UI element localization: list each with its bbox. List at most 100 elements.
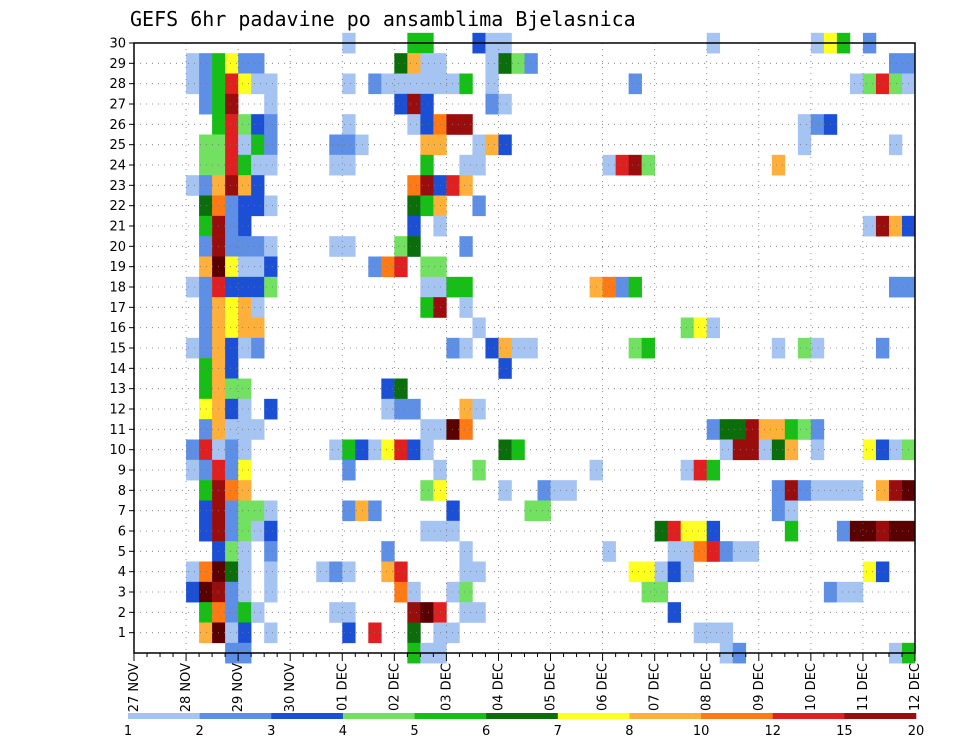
heatmap-cell <box>628 73 642 95</box>
heatmap-cell <box>264 134 278 156</box>
colorbar-swatch <box>128 713 200 719</box>
heatmap-cell <box>628 337 642 359</box>
heatmap-cell <box>199 459 213 481</box>
heatmap-cell <box>238 378 252 400</box>
heatmap-cell <box>784 419 799 440</box>
heatmap-cell <box>602 154 616 176</box>
heatmap-cell <box>264 520 278 542</box>
heatmap-cell <box>706 419 721 440</box>
heatmap-cell <box>342 459 356 481</box>
heatmap-cell <box>420 73 434 95</box>
heatmap-cell <box>498 439 512 461</box>
heatmap-cell <box>420 256 434 278</box>
colorbar-swatch <box>271 713 344 719</box>
heatmap-cell <box>810 480 825 501</box>
heatmap-cell <box>238 500 252 522</box>
heatmap-cell <box>615 276 629 298</box>
heatmap-cell <box>407 439 421 461</box>
heatmap-cell <box>199 561 213 583</box>
heatmap-cell <box>342 439 356 461</box>
heatmap-cell <box>459 561 473 583</box>
heatmap-cell <box>329 154 343 176</box>
heatmap-cell <box>420 419 434 440</box>
heatmap-cell <box>472 154 486 176</box>
heatmap-cell <box>641 581 655 603</box>
heatmap-cell <box>407 195 421 217</box>
heatmap-cell <box>888 480 903 501</box>
heatmap-cell <box>251 297 265 318</box>
y-tick-label: 9 <box>118 464 126 479</box>
heatmap-cell <box>836 520 851 542</box>
heatmap-cell <box>225 520 239 542</box>
x-tick-label: 27 NOV <box>127 663 142 712</box>
heatmap-cell <box>238 73 252 95</box>
heatmap-cell <box>407 215 421 237</box>
heatmap-cell <box>238 154 252 176</box>
heatmap-cell <box>199 398 213 420</box>
heatmap-cell <box>251 134 265 156</box>
y-tick-label: 18 <box>109 281 126 296</box>
heatmap-cell <box>459 114 473 135</box>
heatmap-cell <box>472 317 486 339</box>
heatmap-cell <box>797 480 812 501</box>
colorbar-label: 10 <box>693 724 710 739</box>
heatmap-cell <box>420 93 434 115</box>
heatmap-cell <box>641 337 655 359</box>
heatmap-cell <box>797 114 812 135</box>
heatmap-cell <box>225 541 239 562</box>
colorbar-swatch <box>557 713 630 719</box>
y-tick-label: 24 <box>109 159 126 174</box>
heatmap-cell <box>199 337 213 359</box>
heatmap-cell <box>251 236 265 257</box>
y-tick-label: 15 <box>109 342 126 357</box>
y-tick-label: 10 <box>109 443 126 458</box>
heatmap-cell <box>251 114 265 135</box>
heatmap-cell <box>225 297 239 318</box>
heatmap-cell <box>381 73 395 95</box>
colorbar-label: 4 <box>339 724 347 739</box>
heatmap-cell <box>342 114 356 135</box>
heatmap-cell <box>381 256 395 278</box>
y-tick-label: 19 <box>109 260 126 275</box>
heatmap-cell <box>238 337 252 359</box>
colorbar-label: 15 <box>836 724 853 739</box>
heatmap-cell <box>394 256 408 278</box>
x-tick-label: 09 DEC <box>752 663 767 711</box>
heatmap-cell <box>628 276 642 298</box>
heatmap-cell <box>446 175 460 196</box>
colorbar-label: 7 <box>554 724 562 739</box>
heatmap-cell <box>199 317 213 339</box>
heatmap-cell <box>641 154 655 176</box>
heatmap-cell <box>888 520 903 542</box>
heatmap-cell <box>498 480 512 501</box>
heatmap-cell <box>264 541 278 562</box>
heatmap-cell <box>238 134 252 156</box>
heatmap-cell <box>225 480 239 501</box>
heatmap-cell <box>407 114 421 135</box>
heatmap-cell <box>472 561 486 583</box>
heatmap-cell <box>771 154 786 176</box>
heatmap-cell <box>225 114 239 135</box>
heatmap-cell <box>446 581 460 603</box>
heatmap-cell <box>693 541 708 562</box>
heatmap-cell <box>342 236 356 257</box>
heatmap-cell <box>186 175 200 196</box>
heatmap-cell <box>238 622 252 644</box>
heatmap-cell <box>394 439 408 461</box>
colorbar-label: 2 <box>195 724 203 739</box>
x-tick-label: 01 DEC <box>335 663 350 711</box>
heatmap-cell <box>264 276 278 298</box>
heatmap-cell <box>810 337 825 359</box>
heatmap-cell <box>238 114 252 135</box>
heatmap-cell <box>225 459 239 481</box>
heatmap-cell <box>888 439 903 461</box>
heatmap-cell <box>420 114 434 135</box>
x-tick-label: 02 DEC <box>387 663 402 711</box>
heatmap-cell <box>251 256 265 278</box>
heatmap-cell <box>498 337 512 359</box>
heatmap-cell <box>225 175 239 196</box>
x-tick-label: 30 NOV <box>283 663 298 712</box>
heatmap-cell <box>849 480 864 501</box>
heatmap-cell <box>459 419 473 440</box>
